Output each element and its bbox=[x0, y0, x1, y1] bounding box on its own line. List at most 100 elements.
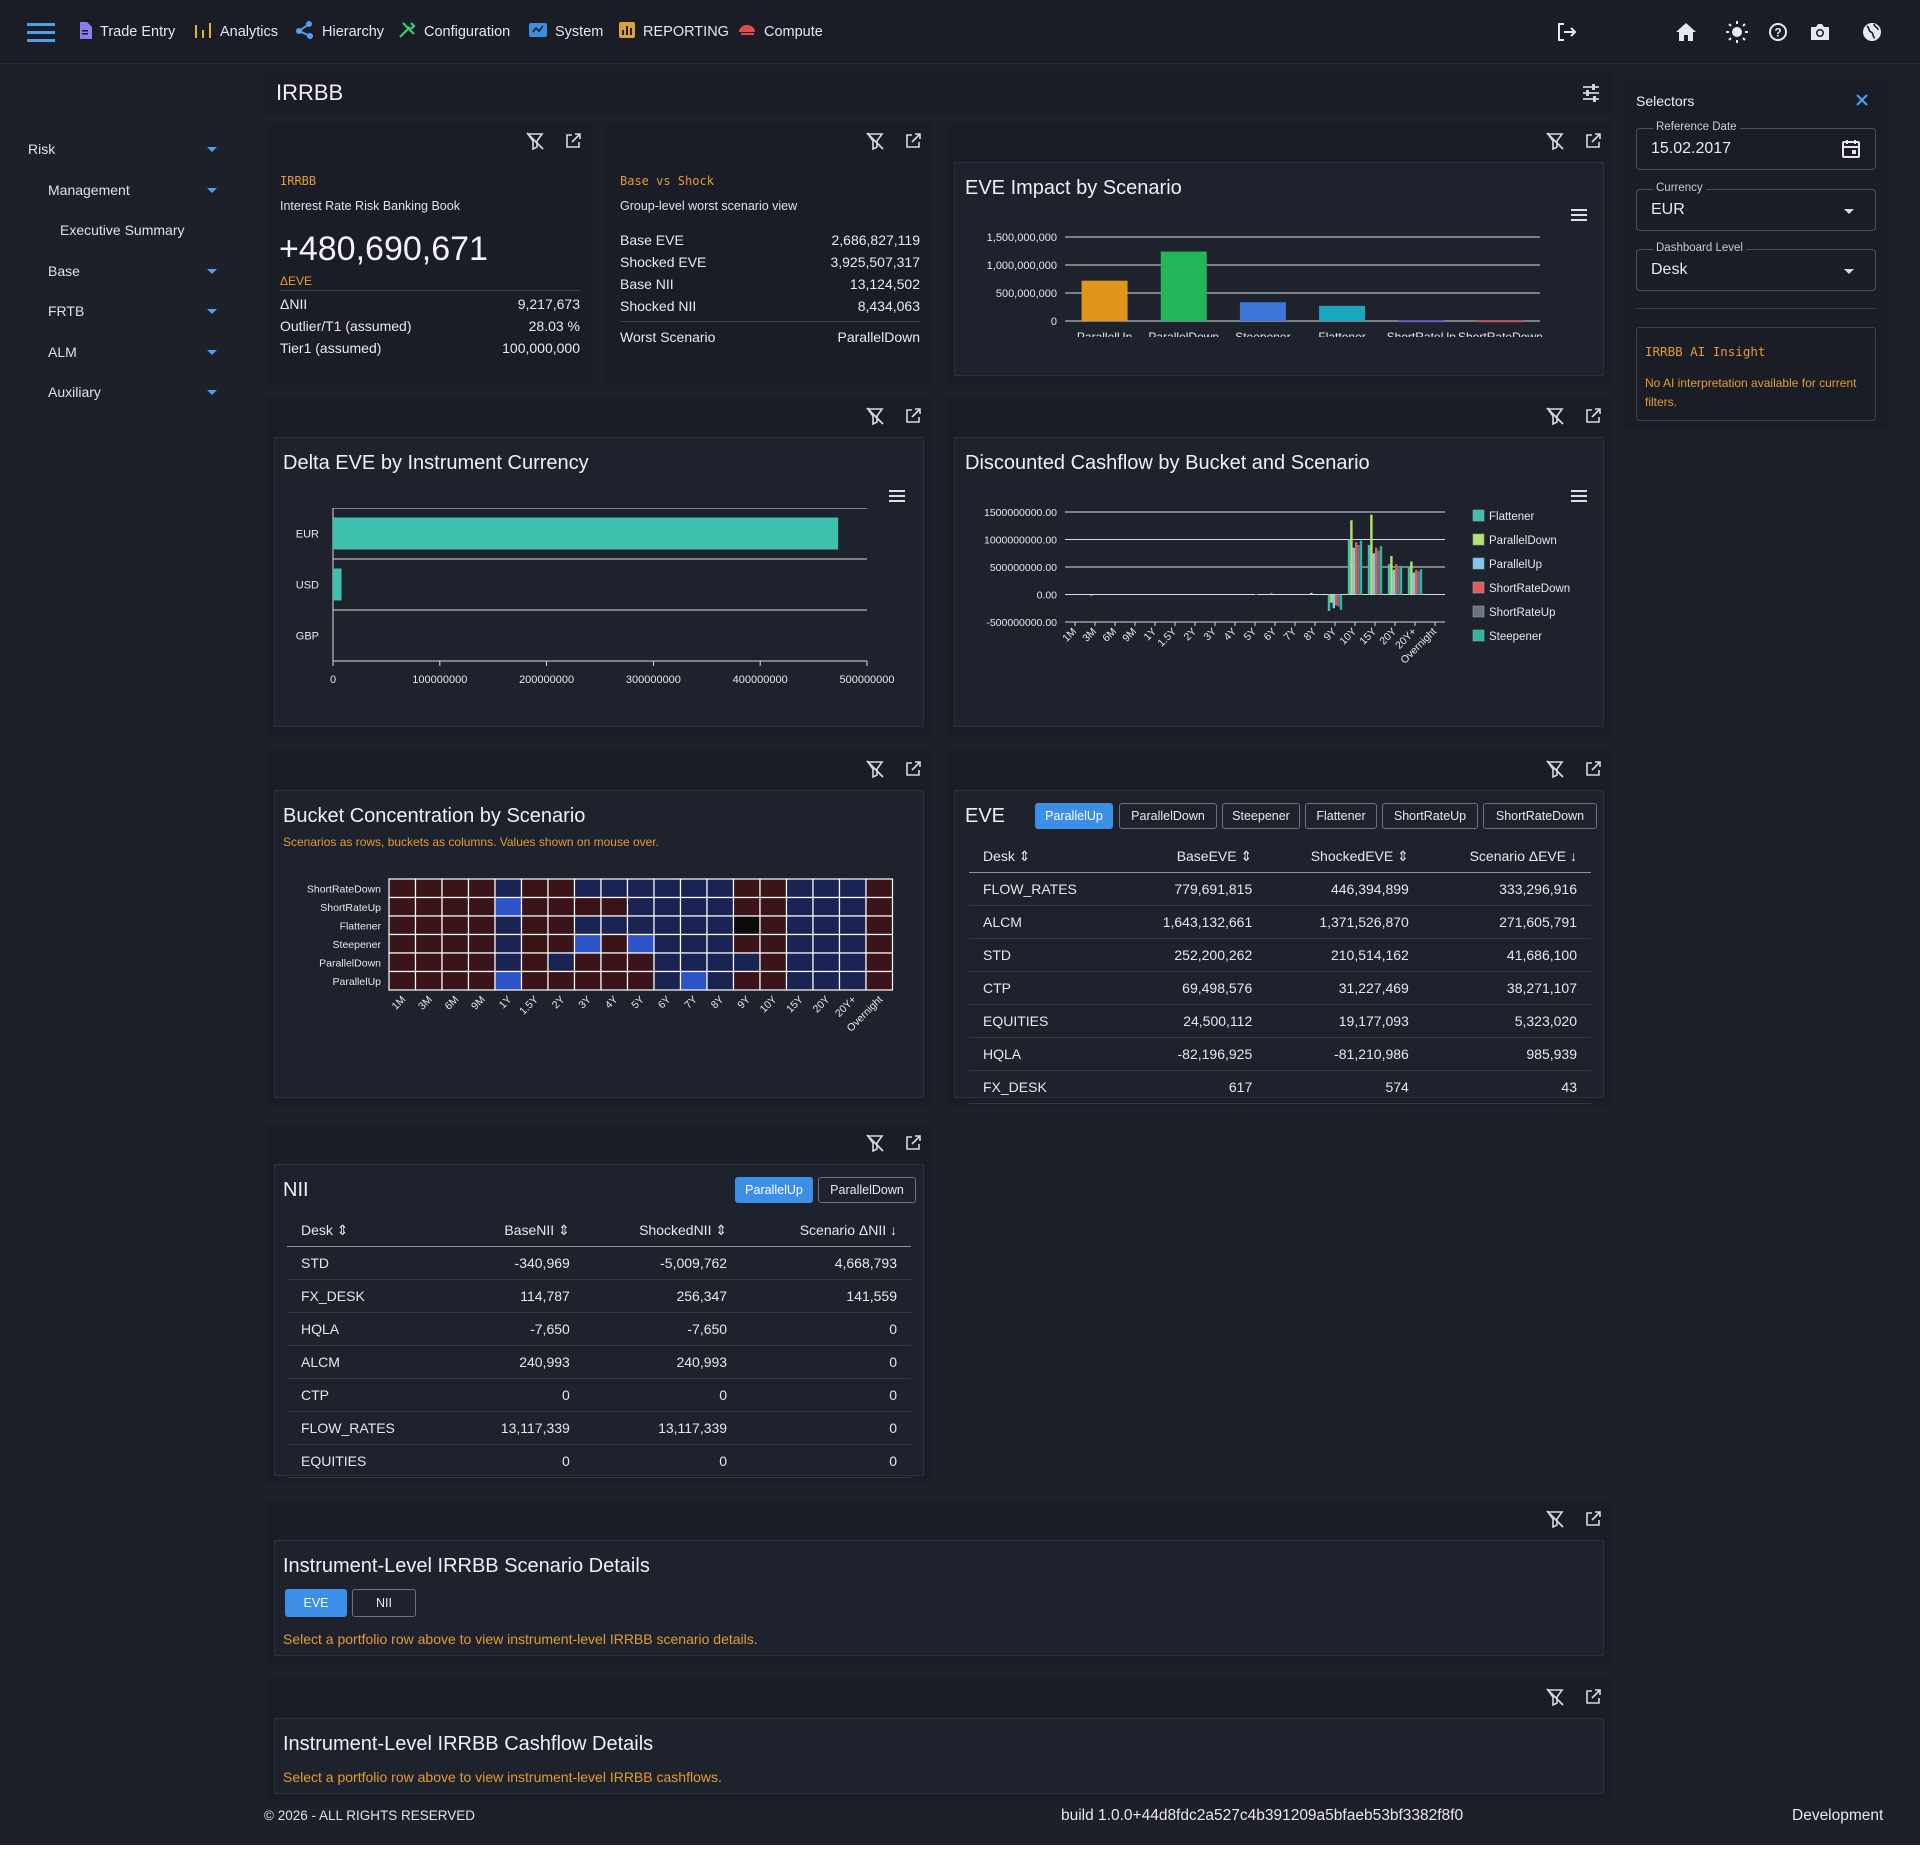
table-row[interactable]: EQUITIES 24,500,112 19,177,093 5,323,020 bbox=[969, 1004, 1591, 1038]
column-header-baseeve[interactable]: BaseEVE ⇕ bbox=[1120, 841, 1267, 873]
nav-reporting[interactable]: REPORTING bbox=[619, 20, 729, 44]
open-external-icon[interactable] bbox=[904, 132, 922, 150]
tab-paralleldown[interactable]: ParallelDown bbox=[1119, 803, 1217, 829]
table-row[interactable]: HQLA -82,196,925 -81,210,986 985,939 bbox=[969, 1037, 1591, 1071]
clear-filter-icon[interactable] bbox=[1546, 1510, 1564, 1529]
table-row[interactable]: ALCM 240,993 240,993 0 bbox=[287, 1345, 911, 1379]
column-header-delta-eve[interactable]: Scenario ΔEVE ↓ bbox=[1422, 841, 1591, 873]
clear-filter-icon[interactable] bbox=[866, 132, 884, 151]
sidebar-item-executive-summary[interactable]: Executive Summary bbox=[60, 222, 184, 238]
heatmap-cell bbox=[865, 915, 894, 936]
camera-icon[interactable] bbox=[1807, 19, 1833, 45]
chart-menu-icon[interactable] bbox=[1571, 209, 1587, 224]
clear-filter-icon[interactable] bbox=[526, 132, 544, 151]
theme-sun-icon[interactable] bbox=[1724, 19, 1750, 45]
calendar-icon[interactable] bbox=[1841, 139, 1861, 162]
sidebar-item-management[interactable]: Management bbox=[48, 182, 130, 198]
close-icon[interactable] bbox=[1854, 92, 1870, 111]
filter-settings-icon[interactable] bbox=[1582, 84, 1600, 105]
open-external-icon[interactable] bbox=[564, 132, 582, 150]
clear-filter-icon[interactable] bbox=[866, 1134, 884, 1153]
sort-icon[interactable]: ⇕ bbox=[558, 1221, 570, 1238]
nav-trade-entry[interactable]: Trade Entry bbox=[78, 20, 175, 44]
chevron-down-icon[interactable] bbox=[207, 269, 217, 274]
sort-desc-icon[interactable]: ↓ bbox=[1570, 848, 1577, 865]
chevron-down-icon[interactable] bbox=[1844, 269, 1854, 274]
chevron-down-icon[interactable] bbox=[207, 188, 217, 193]
globe-icon[interactable] bbox=[1859, 19, 1885, 45]
table-row[interactable]: FLOW_RATES 779,691,815 446,394,899 333,296,… bbox=[969, 872, 1591, 906]
open-external-icon[interactable] bbox=[1584, 1510, 1602, 1528]
column-header-basenii[interactable]: BaseNII ⇕ bbox=[452, 1215, 584, 1247]
nav-compute[interactable]: Compute bbox=[738, 20, 823, 44]
chevron-down-icon[interactable] bbox=[207, 350, 217, 355]
home-icon[interactable] bbox=[1673, 19, 1699, 45]
chevron-down-icon[interactable] bbox=[1844, 209, 1854, 214]
sidebar-item-frtb[interactable]: FRTB bbox=[48, 303, 84, 319]
column-header-desk[interactable]: Desk ⇕ bbox=[287, 1215, 453, 1247]
chevron-down-icon[interactable] bbox=[207, 147, 217, 152]
tab-nii[interactable]: NII bbox=[352, 1589, 416, 1617]
column-header-delta-nii[interactable]: Scenario ΔNII ↓ bbox=[741, 1215, 911, 1247]
open-external-icon[interactable] bbox=[1584, 1688, 1602, 1706]
sidebar-item-auxiliary[interactable]: Auxiliary bbox=[48, 384, 101, 400]
table-row[interactable]: ALCM 1,643,132,661 1,371,526,870 271,605,79… bbox=[969, 905, 1591, 939]
open-external-icon[interactable] bbox=[904, 1134, 922, 1152]
sort-icon[interactable]: ⇕ bbox=[1397, 847, 1409, 864]
table-row[interactable]: STD -340,969 -5,009,762 4,668,793 bbox=[287, 1246, 911, 1280]
table-row[interactable]: CTP 0 0 0 bbox=[287, 1378, 911, 1412]
table-row[interactable]: FLOW_RATES 13,117,339 13,117,339 0 bbox=[287, 1411, 911, 1445]
sort-icon[interactable]: ⇕ bbox=[715, 1221, 728, 1238]
chevron-down-icon[interactable] bbox=[207, 309, 217, 314]
tab-paralleldown[interactable]: ParallelDown bbox=[818, 1177, 916, 1203]
kpi-row-value: 8,434,063 bbox=[857, 298, 920, 314]
open-external-icon[interactable] bbox=[1584, 760, 1602, 778]
column-header-shockedeve[interactable]: ShockedEVE ⇕ bbox=[1266, 841, 1423, 873]
open-external-icon[interactable] bbox=[1584, 132, 1602, 150]
clear-filter-icon[interactable] bbox=[866, 760, 884, 779]
tab-shortrateup[interactable]: ShortRateUp bbox=[1382, 803, 1478, 829]
sort-icon[interactable]: ⇕ bbox=[336, 1221, 349, 1238]
sidebar-item-risk[interactable]: Risk bbox=[28, 141, 55, 157]
open-external-icon[interactable] bbox=[1584, 407, 1602, 425]
table-row[interactable]: FX_DESK 114,787 256,347 141,559 bbox=[287, 1279, 911, 1313]
hamburger-menu-icon[interactable] bbox=[27, 21, 55, 43]
table-row[interactable]: FX_DESK 617 574 43 bbox=[969, 1070, 1591, 1104]
tab-steepener[interactable]: Steepener bbox=[1222, 803, 1300, 829]
clear-filter-icon[interactable] bbox=[866, 407, 884, 426]
column-header-desk[interactable]: Desk ⇕ bbox=[969, 841, 1121, 873]
clear-filter-icon[interactable] bbox=[1546, 132, 1564, 151]
sidebar-item-alm[interactable]: ALM bbox=[48, 344, 77, 360]
table-row[interactable]: STD 252,200,262 210,514,162 41,686,100 bbox=[969, 938, 1591, 972]
help-icon[interactable]: ? bbox=[1765, 19, 1791, 45]
nav-hierarchy[interactable]: Hierarchy bbox=[296, 20, 384, 44]
tab-parallelup[interactable]: ParallelUp bbox=[1035, 803, 1113, 829]
tab-eve[interactable]: EVE bbox=[285, 1589, 347, 1617]
open-external-icon[interactable] bbox=[904, 407, 922, 425]
chart-menu-icon[interactable] bbox=[1571, 490, 1587, 505]
logout-icon[interactable] bbox=[1553, 19, 1579, 45]
currency-select[interactable]: Currency EUR bbox=[1636, 182, 1876, 231]
column-header-shockednii[interactable]: ShockedNII ⇕ bbox=[583, 1215, 742, 1247]
table-row[interactable]: EQUITIES 0 0 0 bbox=[287, 1444, 911, 1478]
sidebar-item-base[interactable]: Base bbox=[48, 263, 80, 279]
tab-flattener[interactable]: Flattener bbox=[1305, 803, 1377, 829]
clear-filter-icon[interactable] bbox=[1546, 407, 1564, 426]
reference-date-field[interactable]: Reference Date 15.02.2017 bbox=[1636, 121, 1876, 170]
sort-desc-icon[interactable]: ↓ bbox=[890, 1222, 897, 1239]
nav-analytics[interactable]: Analytics bbox=[194, 20, 278, 44]
chart-menu-icon[interactable] bbox=[889, 490, 905, 505]
clear-filter-icon[interactable] bbox=[1546, 760, 1564, 779]
table-row[interactable]: HQLA -7,650 -7,650 0 bbox=[287, 1312, 911, 1346]
clear-filter-icon[interactable] bbox=[1546, 1688, 1564, 1707]
sort-icon[interactable]: ⇕ bbox=[1240, 847, 1253, 864]
tab-shortratedown[interactable]: ShortRateDown bbox=[1483, 803, 1597, 829]
dashboard-level-select[interactable]: Dashboard Level Desk bbox=[1636, 242, 1876, 291]
chevron-down-icon[interactable] bbox=[207, 390, 217, 395]
sort-icon[interactable]: ⇕ bbox=[1018, 847, 1031, 864]
open-external-icon[interactable] bbox=[904, 760, 922, 778]
nav-configuration[interactable]: Configuration bbox=[398, 20, 510, 44]
table-row[interactable]: CTP 69,498,576 31,227,469 38,271,107 bbox=[969, 971, 1591, 1005]
tab-parallelup[interactable]: ParallelUp bbox=[735, 1177, 813, 1203]
nav-system[interactable]: System bbox=[529, 20, 603, 44]
